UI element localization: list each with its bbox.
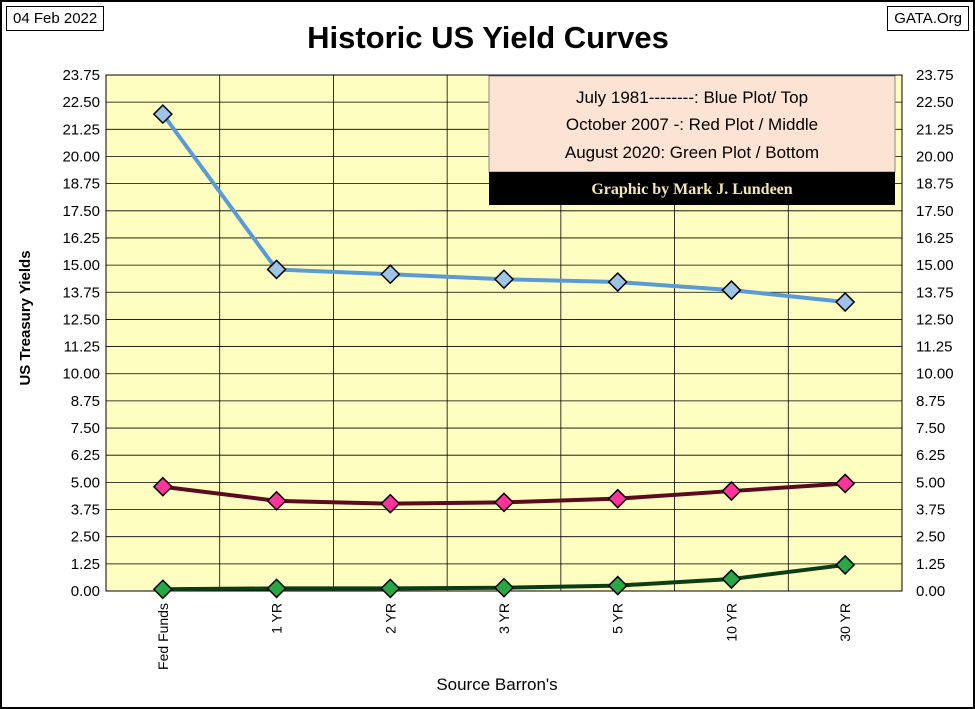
y-tick-left-label: 1.25 bbox=[71, 556, 100, 573]
y-tick-left-label: 11.25 bbox=[64, 339, 100, 356]
series-1-point bbox=[493, 492, 515, 513]
y-tick-left-label: 16.25 bbox=[62, 230, 100, 247]
legend-line-1981: July 1981--------: Blue Plot/ Top bbox=[576, 88, 808, 107]
x-category-label: 1 YR bbox=[269, 603, 285, 634]
series-0-point bbox=[721, 280, 742, 301]
y-tick-left-label: 3.75 bbox=[71, 502, 100, 519]
series-1-point bbox=[152, 476, 173, 497]
y-tick-right-label: 20.00 bbox=[916, 148, 954, 165]
y-tick-left-label: 17.50 bbox=[62, 203, 100, 220]
y-tick-right-label: 5.00 bbox=[916, 474, 945, 491]
x-axis-label: Source Barron's bbox=[436, 675, 557, 694]
y-axis-label: US Treasury Yields bbox=[17, 250, 34, 385]
series-0-point bbox=[380, 264, 401, 285]
series-2-point bbox=[266, 578, 287, 599]
chart-title: Historic US Yield Curves bbox=[307, 20, 669, 55]
y-tick-left-label: 15.00 bbox=[62, 257, 100, 274]
y-tick-right-label: 13.75 bbox=[916, 284, 954, 301]
y-tick-left-label: 13.75 bbox=[62, 284, 100, 301]
source-site-label: GATA.Org bbox=[887, 6, 969, 31]
y-tick-right-label: 8.75 bbox=[916, 393, 945, 410]
series-0-point bbox=[493, 269, 515, 290]
y-tick-right-label: 10.00 bbox=[916, 366, 954, 383]
x-category-label: 30 YR bbox=[837, 603, 853, 642]
y-tick-right-label: 15.00 bbox=[916, 257, 954, 274]
y-tick-left-label: 12.50 bbox=[62, 311, 100, 328]
series-0-point bbox=[607, 271, 628, 293]
y-tick-right-label: 0.00 bbox=[916, 583, 945, 600]
y-tick-right-label: 16.25 bbox=[916, 230, 954, 247]
series-0-point bbox=[266, 259, 287, 280]
y-tick-right-label: 23.75 bbox=[916, 67, 954, 84]
y-tick-left-label: 22.50 bbox=[62, 94, 100, 111]
series-1-point bbox=[607, 488, 628, 509]
x-category-label: 5 YR bbox=[610, 603, 626, 634]
y-tick-left-label: 23.75 bbox=[62, 67, 100, 84]
y-tick-left-label: 21.25 bbox=[62, 121, 100, 138]
x-category-label: 10 YR bbox=[723, 603, 739, 642]
y-tick-right-label: 1.25 bbox=[916, 556, 945, 573]
series-1-point bbox=[266, 490, 287, 511]
y-tick-left-label: 10.00 bbox=[62, 366, 100, 383]
y-tick-left-label: 18.75 bbox=[62, 176, 100, 193]
y-tick-right-label: 3.75 bbox=[916, 502, 945, 519]
y-tick-left-label: 8.75 bbox=[71, 393, 100, 410]
y-tick-left-label: 6.25 bbox=[71, 447, 100, 464]
legend-line-2007: October 2007 -: Red Plot / Middle bbox=[566, 115, 818, 134]
y-tick-left-label: 5.00 bbox=[71, 474, 100, 491]
y-axis-right-ticks: 0.00 1.25 2.50 3.75 5.00 6.25 7.50 8.75 10.00 11.… bbox=[916, 67, 954, 600]
legend-box: July 1981--------: Blue Plot/ Top Octobe… bbox=[488, 75, 896, 205]
y-tick-right-label: 18.75 bbox=[916, 176, 954, 193]
y-tick-right-label: 6.25 bbox=[916, 447, 945, 464]
y-tick-left-label: 20.00 bbox=[62, 148, 100, 165]
graphic-credit: Graphic by Mark J. Lundeen bbox=[591, 181, 792, 198]
x-category-label: 3 YR bbox=[496, 603, 512, 634]
horizontal-gridlines bbox=[106, 74, 902, 592]
y-tick-left-label: 0.00 bbox=[71, 583, 100, 600]
y-tick-right-label: 17.50 bbox=[916, 203, 954, 220]
y-tick-right-label: 2.50 bbox=[916, 529, 945, 546]
series-1-point bbox=[835, 473, 856, 494]
y-tick-right-label: 22.50 bbox=[916, 94, 954, 111]
y-tick-left-label: 7.50 bbox=[71, 420, 100, 437]
y-tick-left-label: 2.50 bbox=[71, 529, 100, 546]
series-0-point bbox=[835, 291, 856, 313]
series-0-point bbox=[152, 104, 173, 125]
y-tick-right-label: 7.50 bbox=[916, 420, 945, 437]
series-2-point bbox=[721, 568, 742, 590]
x-axis-category-labels: Fed Funds 1 YR 2 YR 3 YR 5 YR 10 YR 30 YR bbox=[155, 603, 853, 670]
series-2-point bbox=[607, 575, 628, 596]
legend-line-2020: August 2020: Green Plot / Bottom bbox=[565, 143, 819, 162]
series-2-point bbox=[380, 578, 401, 599]
y-tick-right-label: 21.25 bbox=[916, 121, 954, 138]
y-tick-right-label: 11.25 bbox=[916, 339, 952, 356]
y-axis-left-ticks: 0.00 1.25 2.50 3.75 5.00 6.25 7.50 8.75 10.00 11.… bbox=[62, 67, 100, 600]
series-1-point bbox=[380, 493, 401, 514]
series-layer bbox=[152, 104, 856, 600]
series-1-point bbox=[721, 480, 742, 502]
series-2-point bbox=[493, 577, 515, 598]
date-label: 04 Feb 2022 bbox=[6, 6, 105, 31]
series-2-point bbox=[835, 554, 856, 575]
y-tick-right-label: 12.50 bbox=[916, 311, 954, 328]
x-category-label: 2 YR bbox=[382, 603, 398, 634]
series-2-point bbox=[152, 579, 173, 600]
x-category-label: Fed Funds bbox=[155, 603, 171, 670]
